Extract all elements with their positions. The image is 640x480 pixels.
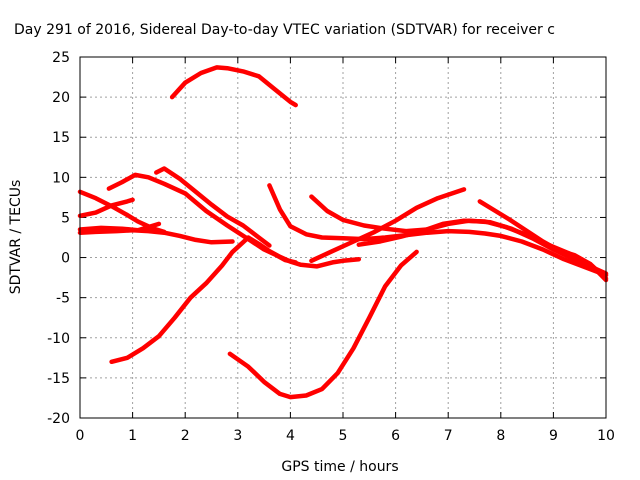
chart-title: Day 291 of 2016, Sidereal Day-to-day VTE… [14,22,555,38]
y-tick-label: 25 [52,50,70,66]
x-tick-label: 9 [549,428,558,444]
x-tick-label: 7 [444,428,453,444]
y-tick-label: 10 [52,170,70,186]
chart-series [77,65,609,400]
series-line-8 [109,235,362,365]
x-tick-label: 1 [128,428,137,444]
x-tick-label: 3 [233,428,242,444]
y-tick-label: -20 [47,411,70,427]
plot-frame [79,56,607,419]
series-line-7 [77,221,162,233]
y-tick-label: 20 [52,90,70,106]
y-tick-label: -15 [47,371,70,387]
series-line-5 [77,197,135,219]
y-tick-label: 5 [61,210,70,226]
series-line-1 [169,65,298,108]
x-tick-label: 0 [76,428,85,444]
x-tick-label: 10 [597,428,615,444]
y-axis-title: SDTVAR / TECUs [8,180,24,295]
y-tick-label: 15 [52,130,70,146]
x-tick-label: 8 [496,428,505,444]
axis-ticks: 0 1 2 3 4 5 6 7 8 9 10 -20 -15 -10 -5 0 5 10 15 20 25 [47,50,615,444]
x-tick-label: 2 [181,428,190,444]
x-tick-label: 4 [286,428,295,444]
y-tick-label: -10 [47,331,70,347]
x-tick-label: 6 [391,428,400,444]
y-tick-label: -5 [56,291,70,307]
series-line-4 [77,189,167,235]
series-line-9 [267,183,609,278]
series-line-6 [77,228,235,245]
series-line-11 [309,187,467,264]
series-line-3 [154,166,272,248]
series-line-13 [477,199,609,283]
series-line-14 [227,249,419,400]
x-axis-title: GPS time / hours [281,459,398,475]
x-tick-label: 5 [339,428,348,444]
series-line-10 [309,194,609,276]
y-tick-label: 0 [61,251,70,267]
